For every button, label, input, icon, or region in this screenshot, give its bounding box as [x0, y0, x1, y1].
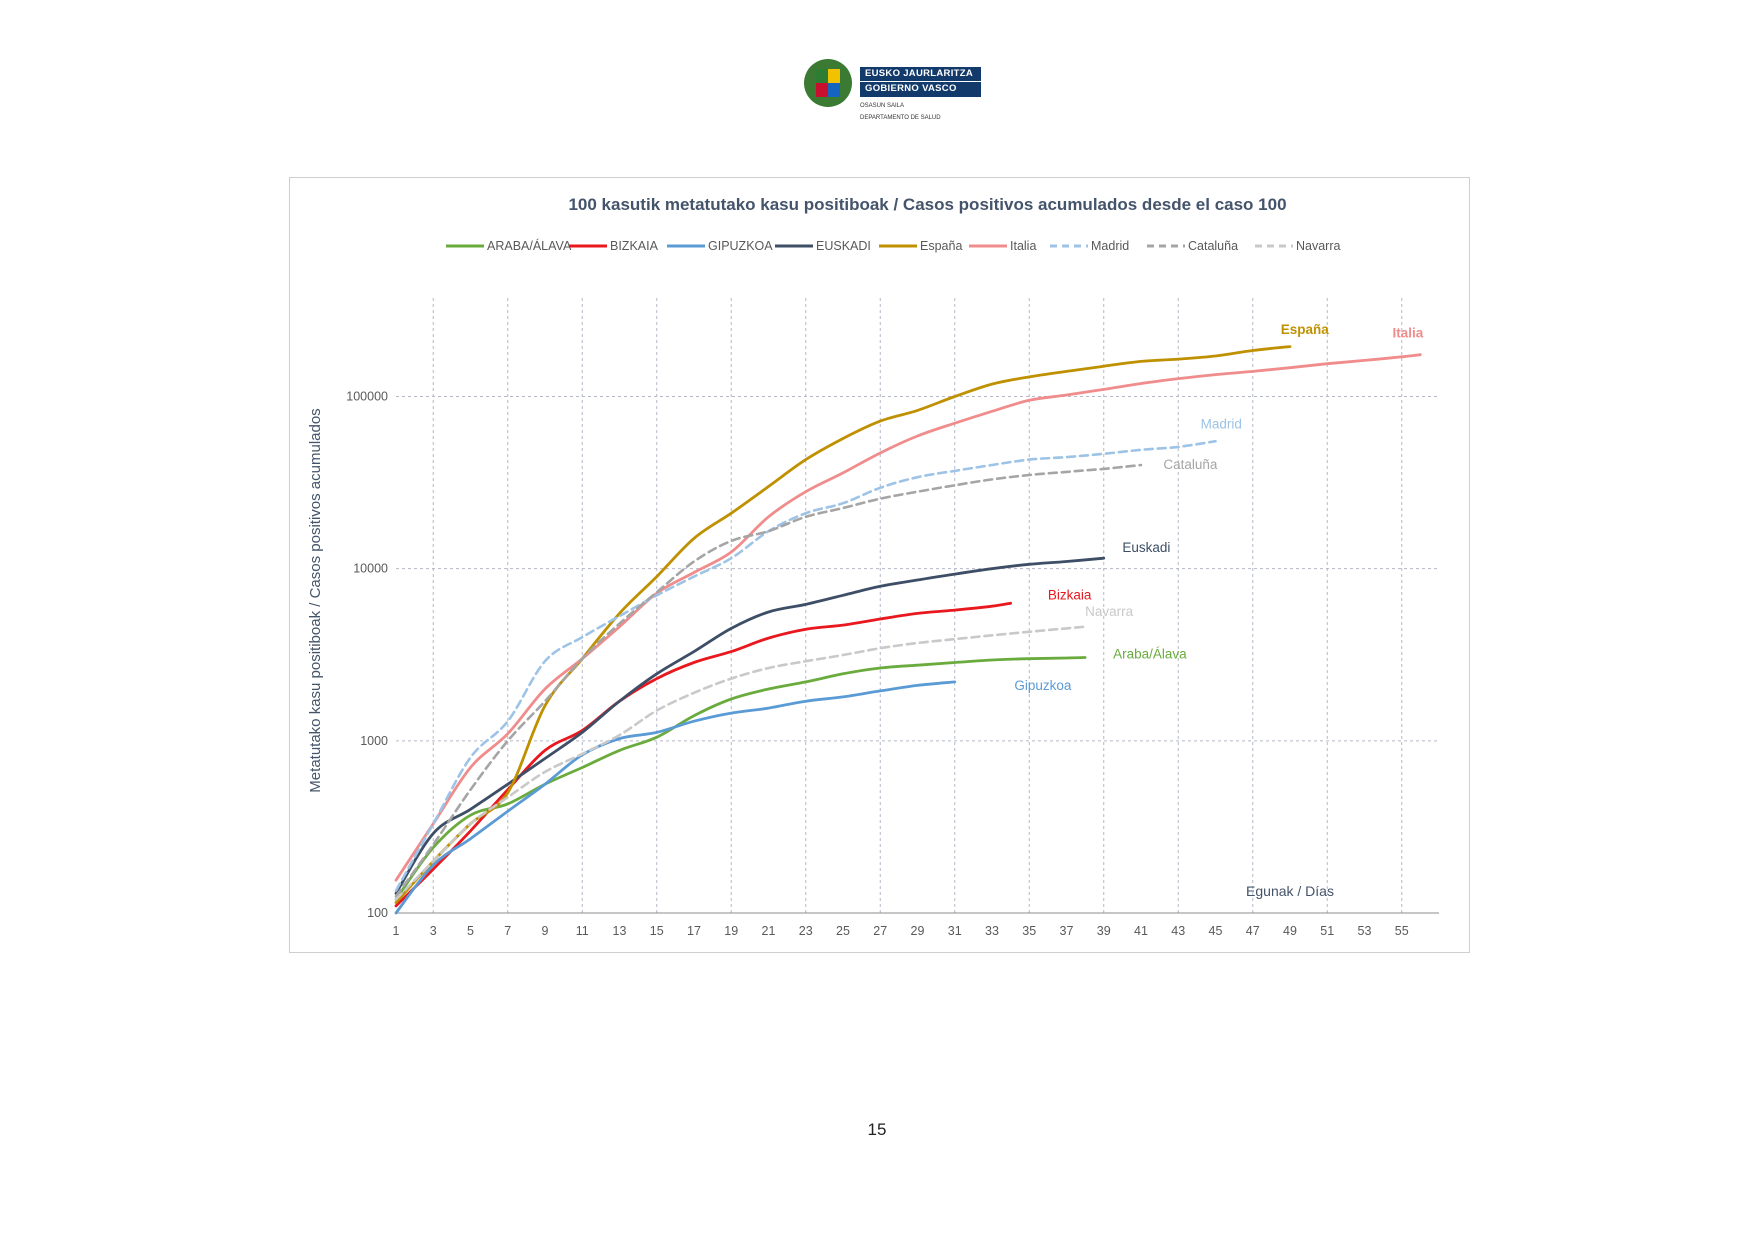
x-tick-label: 31 [948, 924, 962, 938]
x-tick-label: 15 [650, 924, 664, 938]
legend-entry: Italia [1010, 239, 1036, 253]
x-tick-label: 55 [1395, 924, 1409, 938]
x-tick-label: 19 [724, 924, 738, 938]
legend-entry: España [920, 239, 962, 253]
x-tick-label: 5 [467, 924, 474, 938]
series-line [394, 439, 1217, 892]
chart-frame: 100 kasutik metatutako kasu positiboak /… [289, 177, 1470, 953]
logo-line-2: GOBIERNO VASCO [860, 81, 981, 96]
x-tick-label: 7 [504, 924, 511, 938]
x-tick-label: 45 [1209, 924, 1223, 938]
series-label: Navarra [1085, 604, 1134, 619]
y-tick-label: 100 [367, 906, 388, 920]
series-label: Madrid [1201, 417, 1242, 432]
legend-entry: Madrid [1091, 239, 1129, 253]
legend-entry: EUSKADI [816, 239, 871, 253]
series-line [394, 556, 1106, 895]
logo-line-1: EUSKO JAURLARITZA [865, 68, 974, 79]
x-tick-label: 47 [1246, 924, 1260, 938]
x-tick-label: 27 [873, 924, 887, 938]
legend-entry: ARABA/ÁLAVA [487, 238, 572, 253]
series-line [394, 345, 1292, 904]
x-tick-label: 37 [1060, 924, 1074, 938]
series-line [394, 680, 957, 915]
series-label: Italia [1392, 326, 1423, 341]
government-logo: EUSKO JAURLARITZA GOBIERNO VASCO OSASUN … [803, 53, 983, 129]
series-label: Bizkaia [1048, 588, 1092, 603]
x-tick-label: 1 [393, 924, 400, 938]
chart-title: 100 kasutik metatutako kasu positiboak /… [568, 195, 1286, 214]
y-tick-label: 1000 [360, 734, 388, 748]
y-axis-label: Metatutako kasu positiboak / Casos posit… [307, 408, 324, 792]
department-line-1: OSASUN SAILA [860, 103, 905, 109]
x-tick-label: 11 [576, 924, 589, 938]
line-chart: 100 kasutik metatutako kasu positiboak /… [307, 195, 1439, 938]
x-tick-label: 17 [687, 924, 701, 938]
x-tick-label: 53 [1358, 924, 1372, 938]
series-line [394, 463, 1143, 898]
series-label: Cataluña [1163, 457, 1218, 472]
x-tick-label: 3 [430, 924, 437, 938]
page-number: 15 [867, 1120, 887, 1139]
series-label: Araba/Álava [1113, 647, 1187, 662]
y-tick-label: 10000 [353, 562, 388, 576]
y-tick-label: 100000 [346, 390, 388, 404]
department-line-2: DEPARTAMENTO DE SALUD [860, 115, 941, 121]
series-line [394, 353, 1422, 882]
x-tick-label: 25 [836, 924, 850, 938]
x-tick-label: 41 [1134, 924, 1148, 938]
x-tick-label: 49 [1283, 924, 1297, 938]
x-tick-label: 51 [1320, 924, 1334, 938]
x-tick-label: 21 [762, 924, 776, 938]
x-tick-label: 39 [1097, 924, 1111, 938]
series-line [394, 601, 1012, 908]
series-line [394, 656, 1087, 901]
x-tick-label: 9 [542, 924, 549, 938]
x-tick-label: 43 [1171, 924, 1185, 938]
series-label: Euskadi [1122, 540, 1170, 555]
x-tick-label: 35 [1022, 924, 1036, 938]
x-tick-label: 23 [799, 924, 813, 938]
legend-entry: Navarra [1296, 239, 1341, 253]
logo-banner: EUSKO JAURLARITZA GOBIERNO VASCO [860, 67, 981, 97]
legend-entry: Cataluña [1188, 239, 1238, 253]
series-label: Gipuzkoa [1014, 678, 1072, 693]
x-axis-label: Egunak / Días [1246, 883, 1334, 899]
series-label: España [1281, 322, 1330, 337]
series-line [394, 625, 1087, 901]
x-tick-label: 33 [985, 924, 999, 938]
coat-of-arms-icon [804, 59, 852, 107]
x-tick-label: 13 [613, 924, 627, 938]
legend-entry: BIZKAIA [610, 239, 659, 253]
x-tick-label: 29 [911, 924, 925, 938]
legend-entry: GIPUZKOA [708, 239, 773, 253]
